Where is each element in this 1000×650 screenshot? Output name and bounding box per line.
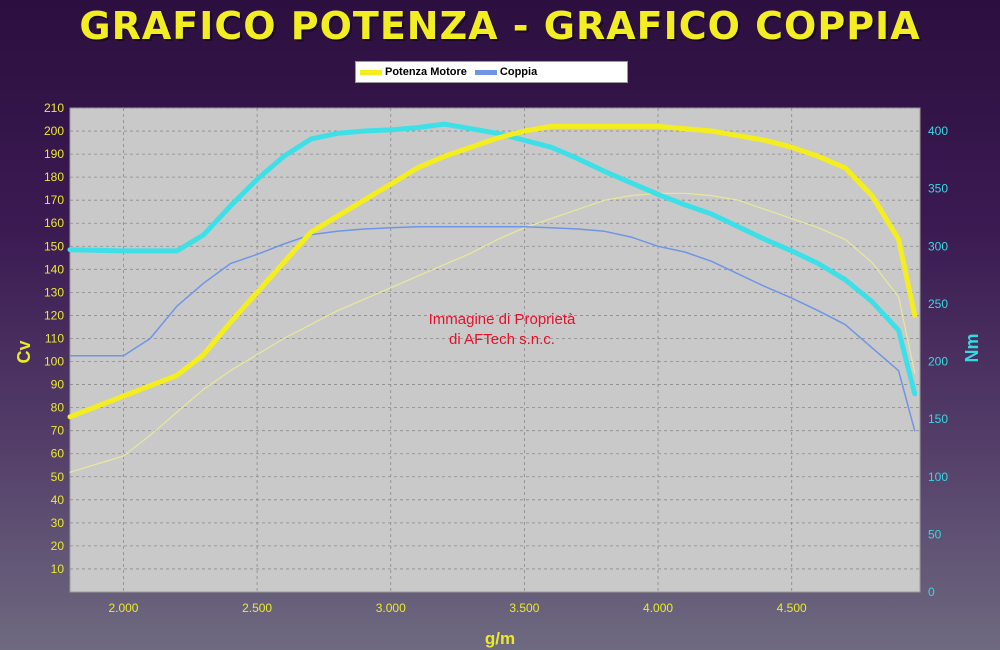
series-line-potenza-thin <box>69 192 916 473</box>
y-tick-label: 170 <box>44 193 64 207</box>
legend-entry-coppia: Coppia <box>474 66 538 78</box>
y-tick-label: 180 <box>44 170 64 184</box>
x-tick-label: 3.000 <box>376 601 406 615</box>
y2-tick-label: 0 <box>928 585 935 599</box>
y-tick-label: 120 <box>44 308 64 322</box>
y2-tick-label: 400 <box>928 124 948 138</box>
series-line-potenza-motore <box>67 123 918 420</box>
y-tick-label: 50 <box>51 470 65 484</box>
y-tick-label: 140 <box>44 262 64 276</box>
y-tick-label: 190 <box>44 147 64 161</box>
y-tick-label: 150 <box>44 239 64 253</box>
y-tick-label: 90 <box>51 378 65 392</box>
legend-swatch-coppia <box>474 69 497 75</box>
legend-label-potenza: Potenza Motore <box>385 66 467 78</box>
y2-tick-label: 50 <box>928 527 942 541</box>
y2-tick-label: 200 <box>928 355 948 369</box>
y-tick-label: 100 <box>44 355 64 369</box>
y-tick-label: 210 <box>44 101 64 115</box>
y-tick-label: 60 <box>51 447 65 461</box>
watermark-line-1: Immagine di Proprietà <box>429 311 576 328</box>
y-tick-label: 30 <box>51 516 65 530</box>
legend-label-coppia: Coppia <box>499 66 538 78</box>
x-tick-label: 4.500 <box>777 601 807 615</box>
x-tick-label: 4.000 <box>643 601 673 615</box>
chart-title: GRAFICO POTENZA - GRAFICO COPPIA <box>79 4 921 48</box>
y2-tick-label: 150 <box>928 412 948 426</box>
y-tick-label: 130 <box>44 285 64 299</box>
y2-tick-label: 100 <box>928 470 948 484</box>
plot-area <box>69 107 921 593</box>
x-tick-label: 3.500 <box>509 601 539 615</box>
y-tick-label: 20 <box>51 539 65 553</box>
y-tick-label: 160 <box>44 216 64 230</box>
y2-tick-label: 350 <box>928 182 948 196</box>
y-tick-label: 10 <box>51 562 65 576</box>
y2-tick-label: 300 <box>928 239 948 253</box>
y-axis-title: Cv <box>14 340 34 363</box>
x-axis-title: g/m <box>485 629 515 648</box>
series-line-coppia-cyan <box>67 121 918 397</box>
x-tick-label: 2.500 <box>242 601 272 615</box>
watermark-line-2: di AFTech s.n.c. <box>449 331 555 348</box>
series-line-coppia <box>69 225 916 432</box>
y-tick-label: 40 <box>51 493 65 507</box>
y-tick-label: 80 <box>51 401 65 415</box>
legend: Potenza Motore Coppia <box>355 61 628 83</box>
legend-swatch-potenza <box>360 69 382 75</box>
y-tick-label: 110 <box>45 331 64 345</box>
y-tick-label: 70 <box>51 424 65 438</box>
y2-tick-label: 250 <box>928 297 948 311</box>
x-tick-label: 2.000 <box>108 601 138 615</box>
legend-entry-potenza: Potenza Motore <box>360 66 467 78</box>
y2-axis-title: Nm <box>962 333 982 362</box>
y-tick-label: 200 <box>44 124 64 138</box>
